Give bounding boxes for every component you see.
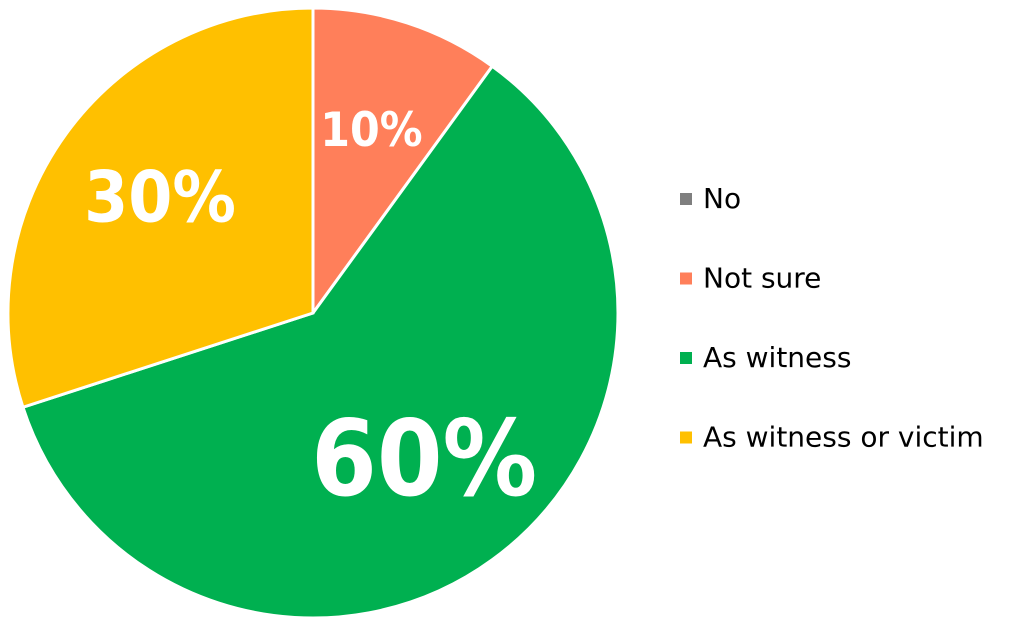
legend-label: As witness or victim — [703, 421, 984, 454]
legend-label: No — [703, 182, 741, 215]
legend-label: As witness — [703, 341, 851, 374]
pie-slice — [311, 6, 495, 318]
legend-swatch — [680, 352, 692, 364]
legend-label: Not sure — [703, 262, 821, 295]
legend-swatch — [680, 193, 692, 205]
data-label: 60% — [311, 398, 537, 520]
data-label: 30% — [84, 156, 236, 238]
pie-slice — [21, 64, 620, 620]
data-label: 10% — [320, 103, 422, 158]
pie-slice — [6, 6, 315, 410]
legend-swatch — [680, 431, 692, 444]
legend-swatch — [680, 272, 692, 285]
